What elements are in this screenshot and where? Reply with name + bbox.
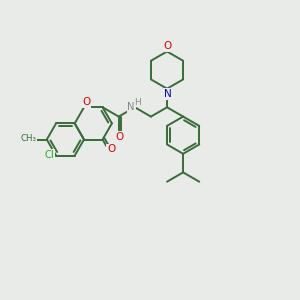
Text: O: O (163, 41, 171, 51)
Text: H: H (134, 98, 141, 107)
Text: N: N (128, 102, 135, 112)
Text: O: O (115, 132, 123, 142)
Text: N: N (164, 89, 172, 99)
Text: Cl: Cl (45, 150, 54, 160)
Text: O: O (107, 145, 116, 154)
Text: O: O (82, 98, 91, 107)
Text: CH₃: CH₃ (20, 134, 36, 143)
